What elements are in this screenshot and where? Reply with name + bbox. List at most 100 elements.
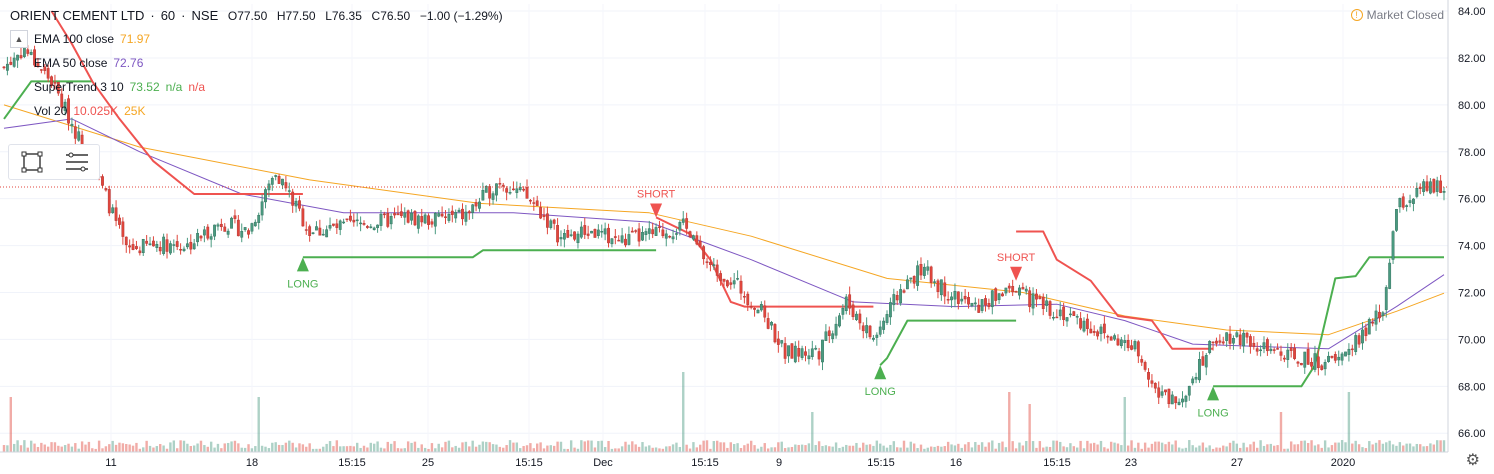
volume-bar — [485, 441, 488, 452]
candle-body — [624, 238, 627, 246]
candle — [1089, 321, 1093, 334]
volume-bar — [33, 443, 36, 452]
volume-bar — [369, 442, 372, 452]
volume-bar — [1419, 444, 1422, 452]
candle-body — [943, 282, 947, 297]
volume-bar — [6, 445, 9, 452]
candle-body — [202, 229, 206, 236]
volume-bar — [610, 448, 614, 452]
indicator-row[interactable]: EMA 50 close 72.76 — [10, 54, 143, 72]
settings-icon[interactable]: ⚙ — [1465, 452, 1480, 469]
volume-bars — [2, 372, 1446, 452]
volume-bar — [665, 446, 668, 452]
candle — [1181, 391, 1184, 408]
candle-body — [651, 229, 655, 235]
candle — [70, 117, 74, 134]
volume-bar — [1014, 448, 1018, 452]
candle — [831, 330, 835, 344]
candle — [67, 94, 70, 131]
volume-bar — [814, 445, 817, 452]
candle-body — [155, 243, 159, 248]
volume-bar — [138, 448, 142, 452]
candle — [1143, 360, 1147, 372]
candle-body — [152, 240, 155, 247]
collapse-legend-icon[interactable]: ▲ — [10, 30, 28, 48]
candle — [60, 88, 64, 114]
volume-bar — [359, 447, 362, 452]
volume-bar — [987, 442, 991, 452]
candle — [1252, 336, 1256, 350]
candle — [607, 223, 610, 248]
candle — [878, 320, 882, 337]
candle — [919, 257, 923, 280]
candle — [250, 222, 254, 235]
volume-bar — [1218, 447, 1222, 452]
volume-bar — [186, 443, 189, 452]
candle-body — [1045, 300, 1049, 306]
candle — [19, 47, 23, 60]
volume-bar — [841, 446, 845, 452]
candle-body — [148, 243, 152, 245]
candle-body — [719, 273, 723, 281]
candle-body — [2, 66, 6, 69]
candle — [824, 324, 828, 341]
candle — [1140, 355, 1144, 367]
volume-bar — [322, 446, 325, 452]
indicator-row[interactable]: Vol 20 10.025K 25K — [10, 102, 145, 120]
candle-body — [664, 233, 668, 239]
time-tick-label: 27 — [1231, 457, 1243, 469]
candle-body — [851, 304, 855, 318]
candle-body — [1259, 349, 1263, 352]
candle — [1286, 343, 1290, 368]
candle — [576, 231, 580, 249]
volume-bar — [811, 412, 814, 452]
volume-bar — [950, 444, 953, 452]
candle-body — [1299, 363, 1303, 366]
time-tick-label: 23 — [1125, 457, 1137, 469]
candle-body — [1418, 186, 1422, 189]
volume-bar — [1092, 442, 1096, 452]
volume-bar — [1408, 443, 1412, 452]
candle — [844, 293, 848, 315]
volume-bar — [828, 446, 831, 452]
volume-bar — [464, 441, 468, 452]
candle-body — [562, 233, 566, 240]
candle — [1106, 334, 1110, 344]
volume-bar — [1310, 440, 1313, 452]
volume-bar — [111, 440, 114, 452]
volume-bar — [1306, 443, 1310, 452]
candle — [739, 275, 743, 300]
candle — [610, 237, 614, 248]
market-status[interactable]: ! Market Closed — [1350, 8, 1444, 22]
candle — [899, 284, 903, 306]
candle-body — [848, 294, 852, 309]
volume-bar — [702, 440, 705, 452]
candle — [1337, 350, 1341, 367]
candle — [848, 286, 852, 315]
volume-bar — [631, 441, 634, 452]
candle — [532, 197, 536, 211]
candle-body — [576, 233, 580, 244]
candle — [814, 345, 818, 351]
volume-bar — [1154, 441, 1157, 452]
volume-bar — [834, 442, 838, 452]
volume-bar — [40, 442, 43, 452]
candle-body — [960, 298, 964, 302]
volume-bar — [648, 445, 651, 452]
lines-tool[interactable] — [54, 145, 99, 179]
candle — [1279, 345, 1283, 362]
candle-body — [654, 227, 658, 236]
indicator-row[interactable]: SuperTrend 3 10 73.52 n/a n/a — [10, 78, 205, 96]
candle — [1092, 325, 1096, 336]
volume-bar — [220, 448, 223, 452]
indicator-row[interactable]: ▲ EMA 100 close 71.97 — [10, 30, 150, 48]
candle-body — [1361, 329, 1364, 344]
candle-body — [858, 313, 862, 324]
volume-bar — [36, 446, 40, 452]
candle-body — [766, 318, 770, 329]
rectangle-tool[interactable] — [9, 145, 54, 179]
candle-body — [1381, 312, 1385, 317]
candle-body — [661, 229, 665, 237]
volume-bar — [957, 443, 960, 452]
